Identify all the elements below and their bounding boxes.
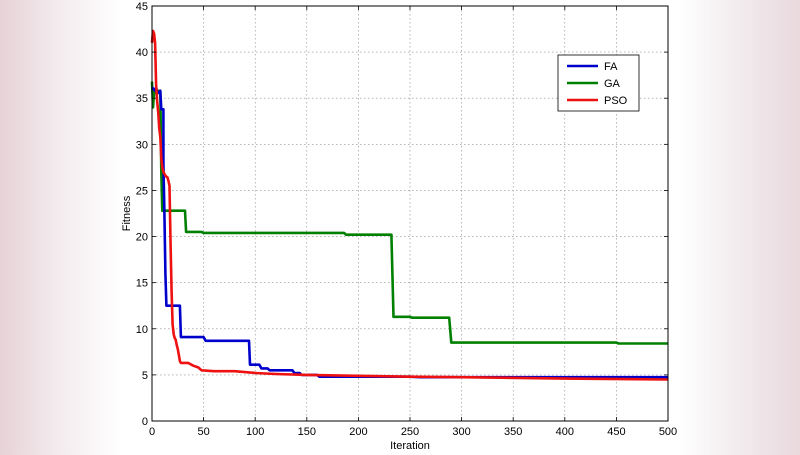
y-tick-label: 45 xyxy=(136,1,148,13)
line-chart: 0 50 100 150 200 250 300 350 400 450 500 0 5 10 15 20 25… xyxy=(121,1,677,452)
x-tick-label: 150 xyxy=(298,426,316,438)
y-axis-label: Fitness xyxy=(121,195,133,231)
x-tick-label: 200 xyxy=(349,426,367,438)
x-tick-label: 100 xyxy=(246,426,264,438)
series-layer xyxy=(150,29,669,381)
series-line-ga xyxy=(150,81,668,345)
y-tick-label: 5 xyxy=(142,370,148,382)
legend-label-ga: GA xyxy=(604,78,621,90)
y-tick-label: 25 xyxy=(136,185,148,197)
x-tick-label: 450 xyxy=(607,426,625,438)
x-axis-label: Iteration xyxy=(390,440,430,450)
y-tick-label: 15 xyxy=(136,278,148,290)
series-line-pso xyxy=(150,29,669,381)
y-tick-label: 30 xyxy=(136,139,148,151)
y-tick-label: 0 xyxy=(142,416,148,428)
y-tick-label: 10 xyxy=(136,324,148,336)
x-tick-label: 350 xyxy=(504,426,522,438)
x-tick-label: 300 xyxy=(452,426,470,438)
legend-label-pso: PSO xyxy=(604,95,628,107)
y-tick-label: 20 xyxy=(136,232,148,244)
x-tick-label: 0 xyxy=(149,426,155,438)
legend-label-fa: FA xyxy=(604,61,618,73)
axis-ticks: 0 50 100 150 200 250 300 350 400 450 500 0 5 10 15 20 25… xyxy=(136,1,677,438)
figure-panel: 0 50 100 150 200 250 300 350 400 450 500 0 5 10 15 20 25… xyxy=(121,0,679,452)
y-tick-label: 35 xyxy=(136,93,148,105)
x-tick-label: 500 xyxy=(659,426,677,438)
y-tick-label: 40 xyxy=(136,47,148,59)
legend: FA GA PSO xyxy=(557,54,640,112)
x-tick-label: 400 xyxy=(556,426,574,438)
x-tick-label: 250 xyxy=(401,426,419,438)
x-tick-label: 50 xyxy=(197,426,209,438)
